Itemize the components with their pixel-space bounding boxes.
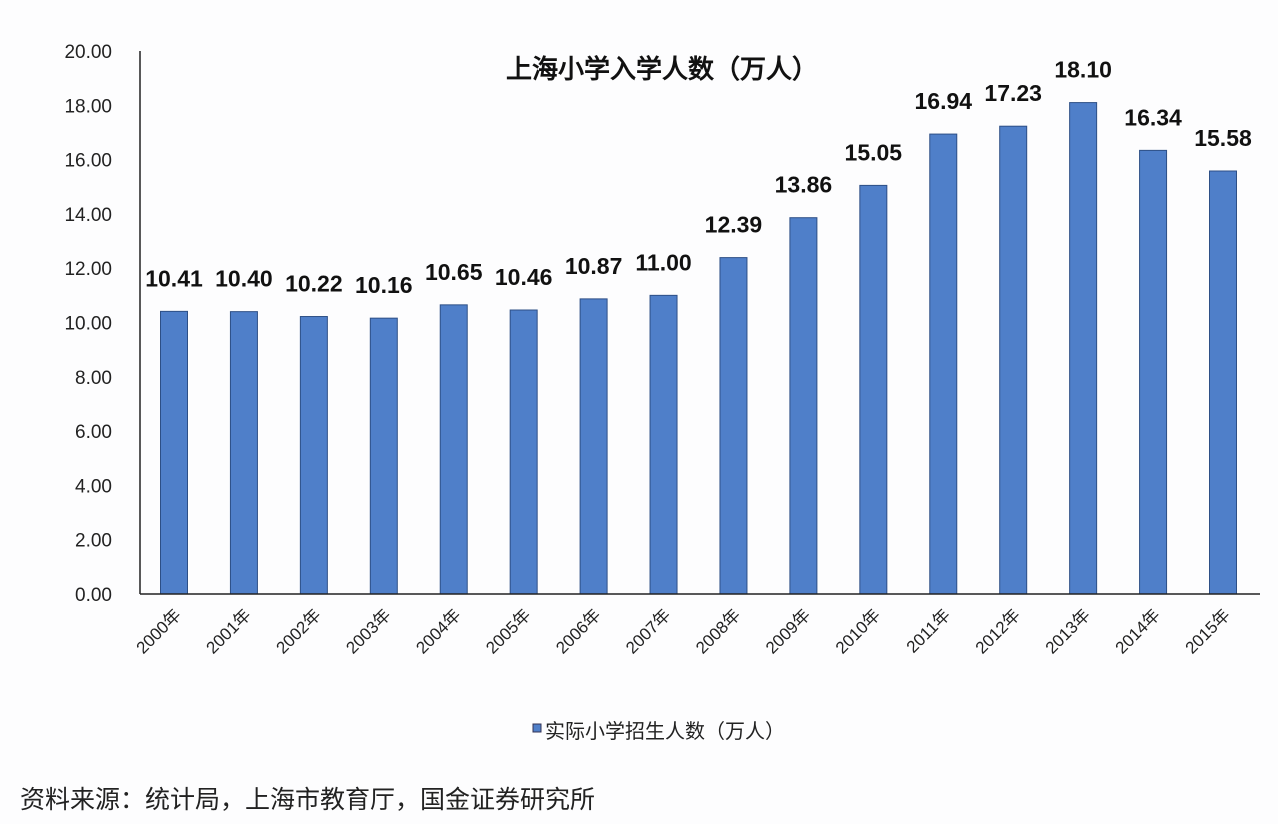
y-tick-label: 8.00 (75, 368, 112, 389)
bar (160, 310, 188, 595)
legend-swatch (532, 723, 542, 733)
data-label: 10.46 (495, 264, 553, 290)
y-tick-label: 12.00 (64, 259, 112, 280)
x-tick-label: 2007年 (622, 605, 674, 657)
y-tick-label: 2.00 (75, 531, 112, 552)
y-tick-label: 18.00 (64, 96, 112, 117)
x-tick-label: 2012年 (972, 605, 1024, 657)
bar (229, 311, 258, 595)
x-tick-label: 2006年 (552, 605, 604, 657)
data-label: 15.58 (1194, 125, 1252, 151)
data-label: 13.86 (775, 172, 833, 198)
x-tick-label: 2000年 (133, 605, 185, 657)
bars: 10.41 10.40 10.22 10.16 10.65 10.46 10.87 11.00… (145, 57, 1252, 595)
data-label: 17.23 (984, 80, 1042, 106)
x-tick-label: 2002年 (272, 605, 324, 657)
legend: 实际小学招生人数（万人） (532, 719, 785, 743)
bar (789, 217, 818, 595)
y-tick-label: 0.00 (75, 585, 112, 606)
bar (999, 125, 1028, 595)
bar (1209, 170, 1237, 595)
y-tick-label: 14.00 (64, 205, 112, 226)
data-label: 16.94 (914, 88, 972, 114)
bar (859, 184, 888, 595)
y-tick-label: 16.00 (64, 151, 112, 172)
x-tick-label: 2008年 (692, 605, 744, 657)
bar (1069, 102, 1098, 595)
x-tick-label: 2001年 (203, 605, 255, 657)
data-label: 10.22 (285, 271, 343, 297)
data-label: 10.41 (145, 265, 203, 291)
x-tick-label: 2010年 (832, 605, 884, 657)
data-label: 12.39 (705, 212, 763, 238)
y-axis: 0.00 2.00 4.00 6.00 8.00 10.00 12.00 14.00 16.00… (64, 42, 141, 606)
bar (509, 309, 538, 595)
bar (299, 316, 328, 595)
x-tick-label: 2004年 (412, 605, 464, 657)
source-note: 资料来源：统计局，上海市教育厅，国金证券研究所 (20, 785, 595, 814)
chart-title: 上海小学入学人数（万人） (506, 54, 818, 85)
x-tick-label: 2003年 (342, 605, 394, 657)
bar (1139, 149, 1168, 595)
data-label: 10.87 (565, 253, 623, 279)
x-axis: 2000年 2001年 2002年 2003年 2004年 2005年 2006年 2007年… (133, 593, 1260, 658)
bar (929, 133, 958, 595)
data-label: 10.65 (425, 259, 483, 285)
bar (369, 317, 398, 595)
legend-label: 实际小学招生人数（万人） (545, 719, 785, 743)
x-tick-label: 2011年 (903, 605, 954, 656)
bar (439, 304, 468, 595)
bar (649, 294, 678, 595)
data-label: 18.10 (1054, 57, 1112, 83)
data-label: 10.40 (215, 266, 273, 292)
x-tick-label: 2015年 (1182, 605, 1234, 657)
bar (719, 257, 748, 595)
x-tick-label: 2013年 (1042, 605, 1094, 657)
x-tick-label: 2009年 (762, 605, 814, 657)
y-tick-label: 20.00 (64, 42, 112, 63)
y-tick-label: 6.00 (75, 422, 112, 443)
bar (579, 298, 608, 595)
y-tick-label: 10.00 (64, 314, 112, 335)
data-label: 11.00 (635, 249, 691, 275)
data-label: 15.05 (845, 139, 903, 165)
x-tick-label: 2014年 (1112, 605, 1164, 657)
data-label: 10.16 (355, 272, 413, 298)
y-tick-label: 4.00 (75, 476, 112, 497)
data-label: 16.34 (1124, 104, 1182, 130)
x-tick-label: 2005年 (482, 605, 534, 657)
